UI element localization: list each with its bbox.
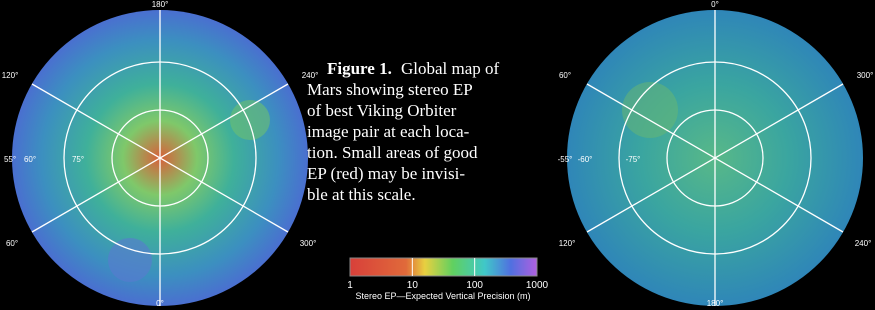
left-map <box>12 10 308 306</box>
map-label: 240° <box>302 71 319 80</box>
map-label: 180° <box>707 299 724 308</box>
map-label: 0° <box>711 0 719 9</box>
map-label: 120° <box>559 239 576 248</box>
map-label: -55° <box>558 155 573 164</box>
figure: 180° 120° 240° 55° 60° 75° 60° 300° 0° 0° 60° 300° -… <box>0 0 875 310</box>
caption-line: image pair at each loca- <box>307 122 470 141</box>
map-patch <box>108 238 152 282</box>
map-label: 75° <box>72 155 84 164</box>
caption-line: of best Viking Orbiter <box>307 101 457 120</box>
map-label: 0° <box>156 299 164 308</box>
map-label: 300° <box>300 239 317 248</box>
caption-lead: Figure 1. <box>327 59 392 78</box>
map-label: 55° <box>4 155 16 164</box>
colorbar <box>350 258 537 276</box>
colorbar-tick-label: 10 <box>407 280 419 291</box>
caption-line: EP (red) may be invisi- <box>307 164 465 183</box>
caption-line: tion. Small areas of good <box>307 143 478 162</box>
map-label: 180° <box>152 0 169 9</box>
caption-line: Mars showing stereo EP <box>307 80 473 99</box>
map-label: -75° <box>626 155 641 164</box>
colorbar-tick-label: 1 <box>347 280 353 291</box>
colorbar-tick-label: 1000 <box>526 280 549 291</box>
colorbar-tick-label: 100 <box>466 280 483 291</box>
caption-line: Global map of <box>401 59 500 78</box>
map-label: 60° <box>559 71 571 80</box>
caption-lead: Figure 1. <box>327 59 392 78</box>
caption-line: ble at this scale. <box>307 185 416 204</box>
map-label: 120° <box>2 71 19 80</box>
map-patch <box>622 82 678 138</box>
map-label: 60° <box>24 155 36 164</box>
map-label: 240° <box>855 239 872 248</box>
colorbar-label: Stereo EP—Expected Vertical Precision (m… <box>355 291 530 301</box>
map-label: 60° <box>6 239 18 248</box>
right-map <box>567 10 863 306</box>
map-label: 300° <box>857 71 874 80</box>
map-label: -60° <box>578 155 593 164</box>
